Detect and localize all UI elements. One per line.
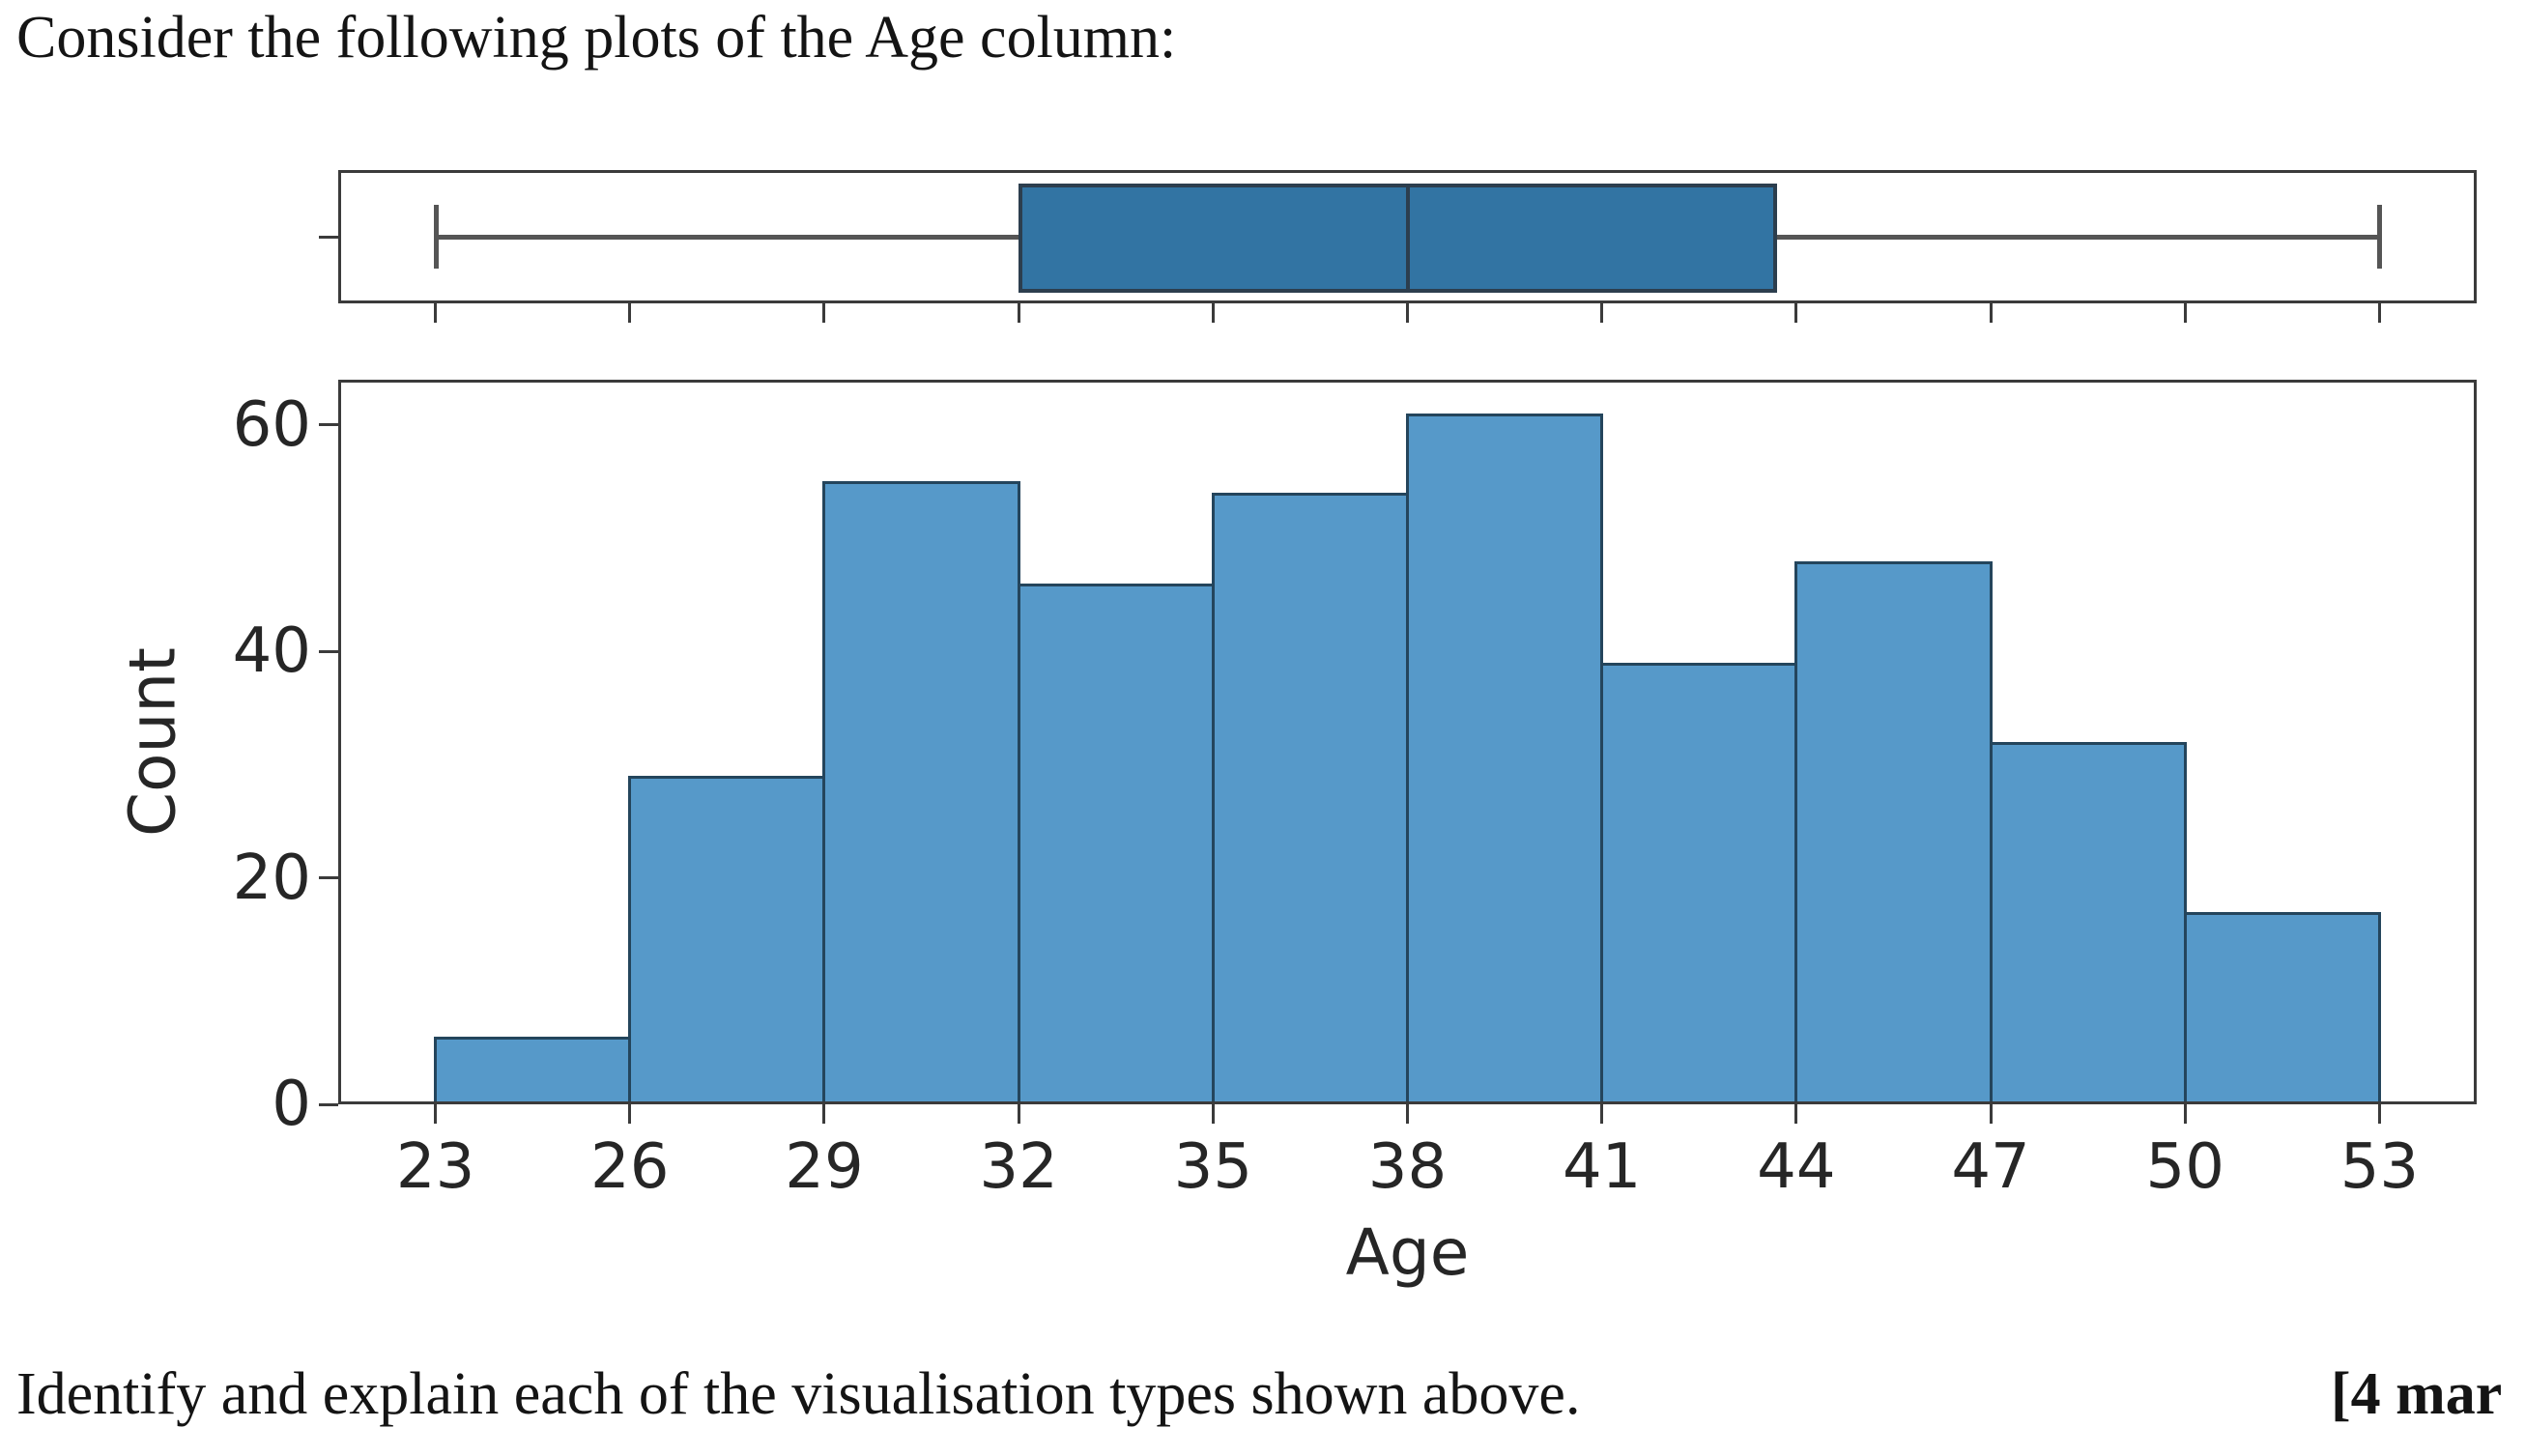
histogram-bar: [628, 776, 826, 1104]
histogram-bar: [1794, 560, 1993, 1104]
x-tick-label: 41: [1562, 1131, 1642, 1203]
histogram-y-tick: [319, 876, 338, 880]
boxplot-min-cap: [433, 205, 439, 269]
boxplot-x-tick: [1989, 303, 1993, 323]
histogram-x-tick: [2377, 1104, 2381, 1124]
x-tick-label: 50: [2145, 1131, 2224, 1203]
x-axis-title: Age: [1345, 1215, 1470, 1290]
x-tick-label: 38: [1367, 1131, 1448, 1203]
boxplot-x-tick: [1211, 303, 1215, 323]
x-tick-label: 23: [395, 1131, 475, 1203]
histogram-y-tick: [319, 1102, 338, 1106]
boxplot-right-whisker: [1776, 234, 2380, 240]
histogram-x-tick: [434, 1104, 438, 1124]
histogram-bar: [1211, 493, 1409, 1104]
histogram-x-tick: [1989, 1104, 1993, 1124]
histogram-x-tick: [1211, 1104, 1215, 1124]
histogram-y-tick: [319, 423, 338, 427]
boxplot-iqr-box: [1019, 184, 1777, 293]
boxplot-x-tick: [1017, 303, 1020, 323]
x-tick-label: 53: [2339, 1131, 2420, 1203]
y-tick-label: 40: [232, 615, 311, 688]
histogram-bar: [1406, 414, 1604, 1104]
boxplot-median-line: [1405, 184, 1410, 293]
y-tick-label: 60: [232, 388, 311, 461]
boxplot-x-tick: [1600, 303, 1604, 323]
boxplot-left-whisker: [435, 234, 1019, 240]
boxplot-x-tick: [1406, 303, 1409, 323]
y-tick-label: 20: [232, 842, 311, 914]
histogram-bar: [1600, 662, 1798, 1104]
histogram-bar: [2183, 911, 2381, 1104]
histogram-x-tick: [822, 1104, 826, 1124]
x-tick-label: 47: [1951, 1131, 2030, 1203]
histogram-x-tick: [628, 1104, 632, 1124]
x-tick-label: 29: [785, 1131, 864, 1203]
histogram-bar: [434, 1036, 632, 1104]
boxplot-y-tick: [319, 235, 338, 239]
histogram-y-tick: [319, 649, 338, 653]
boxplot-x-tick: [2183, 303, 2187, 323]
x-tick-label: 44: [1757, 1131, 1836, 1203]
boxplot-x-tick: [628, 303, 632, 323]
histogram-x-tick: [1600, 1104, 1604, 1124]
x-tick-label: 32: [979, 1131, 1058, 1203]
histogram-x-tick: [1017, 1104, 1020, 1124]
boxplot-x-tick: [822, 303, 826, 323]
marks-badge: [4 mar: [2331, 1361, 2503, 1427]
boxplot-x-tick: [2377, 303, 2381, 323]
x-tick-label: 26: [590, 1131, 670, 1203]
histogram-x-tick: [2183, 1104, 2187, 1124]
histogram-bar: [822, 481, 1020, 1104]
histogram-bar: [1017, 583, 1215, 1104]
question-text: Identify and explain each of the visuali…: [16, 1361, 1581, 1427]
x-tick-label: 35: [1173, 1131, 1253, 1203]
boxplot-x-tick: [434, 303, 438, 323]
y-tick-label: 0: [272, 1069, 311, 1140]
histogram-x-tick: [1794, 1104, 1798, 1124]
boxplot-max-cap: [2377, 205, 2383, 269]
y-axis-title: Count: [115, 646, 190, 838]
histogram-x-tick: [1406, 1104, 1409, 1124]
histogram-bar: [1989, 742, 2187, 1104]
intro-text: Consider the following plots of the Age …: [16, 5, 1177, 71]
boxplot-x-tick: [1794, 303, 1798, 323]
